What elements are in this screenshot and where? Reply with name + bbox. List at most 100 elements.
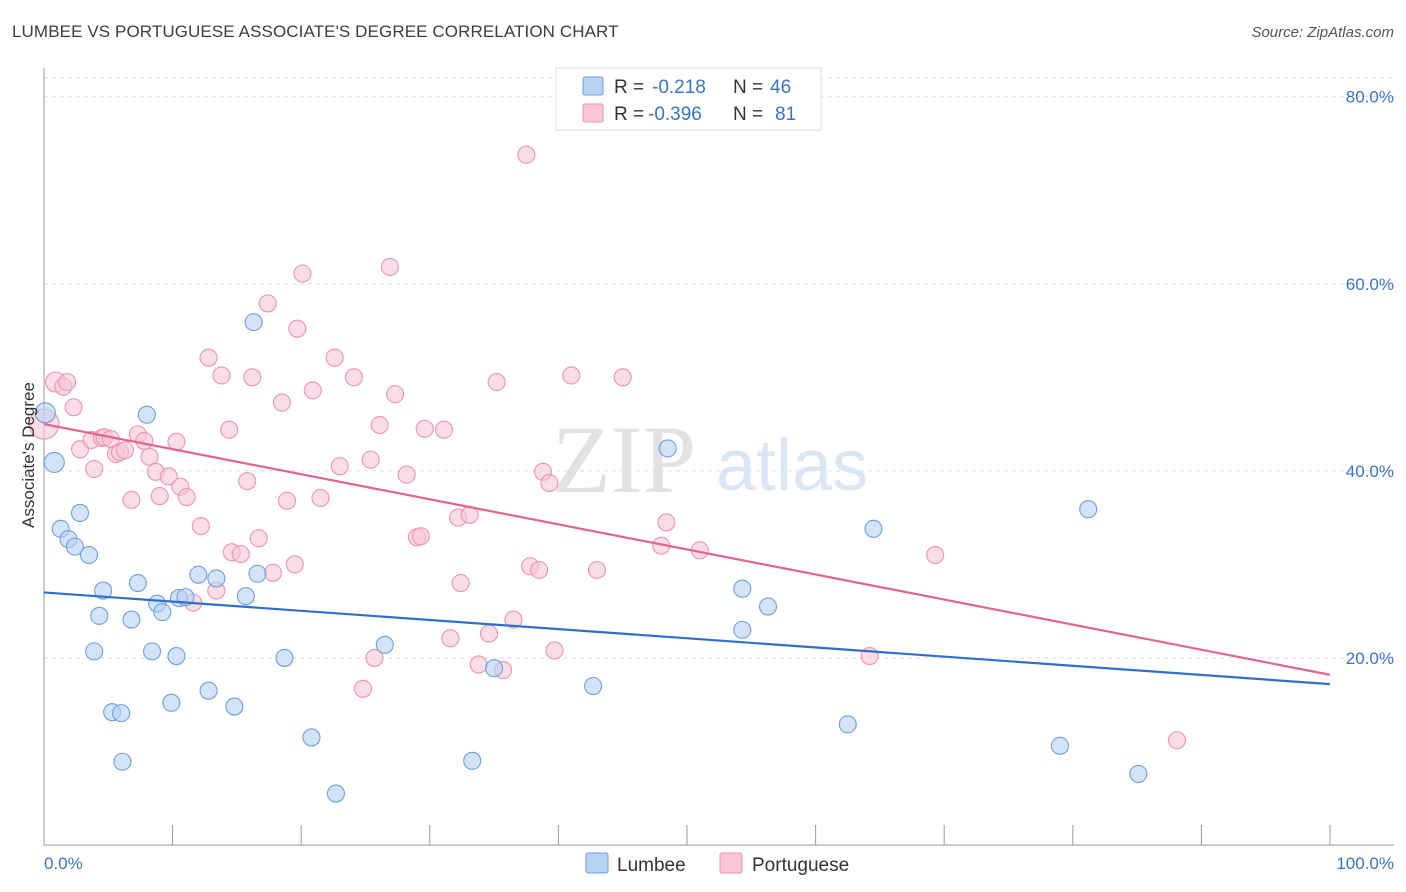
portuguese-point (353, 679, 372, 698)
portuguese-point (325, 348, 344, 367)
lumbee-point (65, 537, 84, 556)
lumbee-point (864, 519, 883, 538)
lumbee-point (122, 610, 141, 629)
portuguese-point (657, 513, 676, 532)
watermark: ZIP atlas (552, 406, 868, 513)
portuguese-point (293, 264, 312, 283)
lumbee-point (70, 503, 90, 522)
portuguese-point (64, 398, 83, 417)
lumbee-point (225, 697, 244, 716)
portuguese-point (150, 487, 169, 506)
portuguese-point (212, 366, 231, 385)
bottom-legend-label-lumbee: Lumbee (617, 855, 686, 876)
lumbee-point (236, 587, 255, 606)
lumbee-point (162, 693, 181, 712)
legend-swatch-lumbee (582, 76, 604, 96)
portuguese-point (272, 393, 291, 412)
y-tick-label-80: 80.0% (1346, 88, 1394, 107)
lumbee-point (153, 603, 172, 622)
lumbee-point (302, 728, 321, 747)
portuguese-point (434, 420, 453, 439)
legend-n-value-lumbee: 46 (770, 77, 791, 98)
lumbee-point (43, 451, 65, 473)
legend-r-value-portuguese: -0.396 (648, 104, 702, 125)
lumbee-point (199, 681, 218, 700)
legend-n-label-portuguese: N = (733, 104, 763, 125)
portuguese-points (28, 145, 1187, 750)
portuguese-point (613, 368, 632, 387)
y-tick-labels: 20.0% 40.0% 60.0% 80.0% (1346, 88, 1394, 668)
lumbee-point (90, 606, 109, 625)
gridlines (44, 77, 1394, 659)
portuguese-point (330, 457, 349, 476)
x-tick-label-right: 100.0% (1336, 854, 1394, 873)
lumbee-point (1129, 764, 1148, 783)
portuguese-point (85, 459, 104, 479)
lumbee-point (113, 752, 132, 771)
lumbee-points (34, 313, 1148, 803)
lumbee-point (167, 647, 186, 666)
portuguese-point (249, 529, 268, 548)
bottom-legend-swatch-portuguese (719, 852, 743, 874)
portuguese-point (540, 473, 559, 493)
portuguese-point (361, 450, 380, 469)
lumbee-point (485, 659, 504, 678)
portuguese-trend-line (43, 423, 1331, 676)
portuguese-point (411, 527, 430, 546)
lumbee-point (207, 569, 226, 588)
portuguese-point (177, 487, 196, 507)
lumbee-point (142, 642, 162, 661)
portuguese-point (285, 555, 304, 574)
portuguese-point (344, 368, 363, 387)
watermark-atlas: atlas (716, 426, 868, 506)
portuguese-point (311, 488, 330, 508)
lumbee-point (838, 715, 857, 734)
legend-n-label-lumbee: N = (733, 77, 763, 98)
portuguese-point (58, 372, 77, 392)
portuguese-point (115, 441, 135, 460)
lumbee-point (85, 642, 104, 661)
portuguese-point (451, 574, 470, 593)
portuguese-point (243, 368, 262, 387)
portuguese-point (263, 563, 282, 582)
lumbee-trend-line (43, 591, 1331, 686)
lumbee-point (248, 564, 267, 583)
trend-lines (43, 423, 1331, 686)
lumbee-point (137, 405, 156, 424)
watermark-zip: ZIP (552, 406, 696, 513)
portuguese-point (380, 257, 399, 276)
portuguese-point (562, 366, 581, 385)
source-label: Source: ZipAtlas.com (1251, 24, 1394, 41)
portuguese-point (397, 465, 416, 484)
series-legend: Lumbee Portuguese (585, 852, 849, 876)
portuguese-point (122, 490, 141, 509)
portuguese-point (370, 415, 389, 435)
portuguese-point (231, 545, 250, 564)
legend-r-label-portuguese: R = (614, 104, 644, 125)
portuguese-point (288, 319, 307, 338)
lumbee-point (244, 313, 263, 332)
portuguese-point (479, 624, 499, 643)
lumbee-point (758, 597, 778, 616)
lumbee-point (733, 579, 752, 598)
chart-title: LUMBEE VS PORTUGUESE ASSOCIATE'S DEGREE … (12, 22, 619, 41)
portuguese-point (365, 648, 384, 667)
portuguese-point (926, 545, 945, 565)
lumbee-point (79, 545, 99, 565)
portuguese-point (199, 348, 218, 367)
axes (43, 68, 1394, 846)
lumbee-point (34, 402, 56, 424)
legend-r-value-lumbee: -0.218 (652, 77, 706, 98)
portuguese-point (303, 381, 322, 400)
lumbee-point (733, 620, 752, 639)
legend-swatch-portuguese (582, 103, 604, 123)
portuguese-point (441, 629, 460, 648)
lumbee-point (112, 704, 131, 723)
lumbee-point (326, 784, 345, 803)
portuguese-point (545, 641, 564, 660)
portuguese-point (487, 372, 506, 392)
portuguese-point (278, 491, 297, 510)
stats-legend: R = -0.218 N = 46 R = -0.396 N = 81 (555, 67, 822, 131)
portuguese-point (469, 655, 488, 674)
lumbee-point (463, 751, 482, 770)
